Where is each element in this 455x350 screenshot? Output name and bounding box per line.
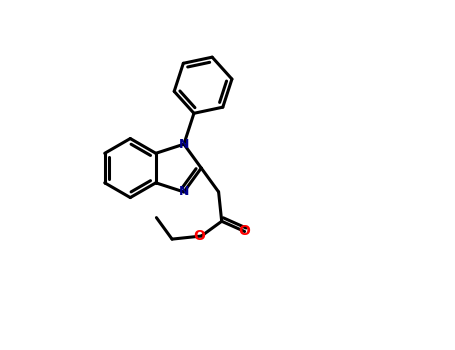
Text: N: N bbox=[179, 186, 189, 198]
Text: O: O bbox=[239, 224, 251, 238]
Text: O: O bbox=[194, 229, 206, 243]
Text: N: N bbox=[179, 138, 189, 151]
